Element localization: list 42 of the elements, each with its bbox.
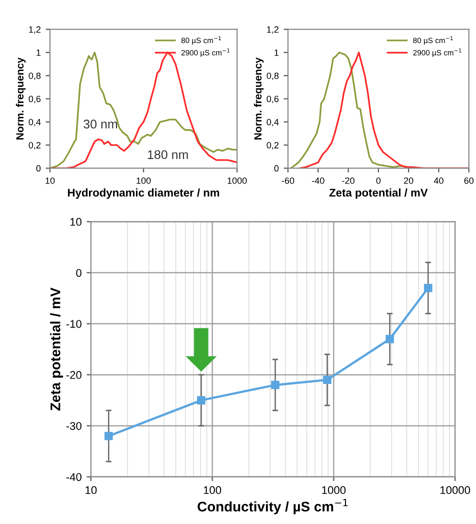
x-tick-label: 10: [46, 177, 55, 184]
x-tick-label: 40: [434, 177, 444, 184]
y-tick-label: 1: [274, 50, 279, 56]
y-tick-label: 0,8: [266, 72, 279, 80]
x-tick-label: 0: [376, 177, 381, 184]
y-axis-title: Norm. frequency: [254, 57, 264, 140]
y-axis-title: Norm. frequency: [16, 57, 26, 140]
y-tick-label: -30: [66, 422, 82, 430]
annotation: 30 nm: [84, 120, 118, 129]
x-tick-label: 100: [204, 486, 222, 494]
y-tick-label: 10: [70, 218, 82, 226]
y-tick-label: 1,2: [267, 26, 278, 34]
y-tick-label: 0,2: [28, 142, 40, 150]
x-axis-title: Hydrodynamic diameter / nm: [68, 188, 220, 199]
y-tick-label: 0,6: [266, 96, 279, 104]
x-axis-title: Zeta potential / mV: [329, 188, 428, 199]
annotation: 180 nm: [148, 150, 188, 160]
y-axis-title: Zeta potential / mV: [50, 288, 64, 411]
y-tick-label: 0: [274, 165, 279, 172]
y-tick-label: -20: [66, 371, 82, 379]
y-tick-label: 0,4: [28, 118, 41, 126]
x-tick-label: 20: [404, 177, 414, 184]
x-tick-label: 1000: [322, 486, 346, 494]
y-tick-label: 0,6: [28, 96, 41, 104]
y-tick-label: -10: [66, 320, 82, 328]
x-tick-label: 60: [464, 177, 474, 184]
y-tick-label: 0: [36, 165, 41, 172]
x-tick-label: 10000: [440, 486, 470, 494]
y-tick-label: 0,4: [266, 118, 279, 126]
x-tick-label: -40: [312, 177, 324, 184]
y-tick-label: 0,8: [28, 72, 41, 80]
x-axis-title: Conductivity / µS cm$^{−1}$: [198, 499, 348, 514]
y-tick-label: 1: [36, 50, 41, 56]
x-tick-label: 100: [136, 177, 151, 184]
y-tick-label: 1,2: [29, 26, 40, 34]
x-tick-label: 1000: [228, 177, 247, 184]
x-tick-label: 10: [86, 486, 97, 494]
y-tick-label: 0,2: [266, 142, 278, 150]
x-tick-label: -60: [282, 177, 294, 184]
y-tick-label: -40: [66, 473, 82, 481]
x-tick-label: -20: [342, 177, 354, 184]
y-tick-label: 0: [76, 268, 82, 277]
